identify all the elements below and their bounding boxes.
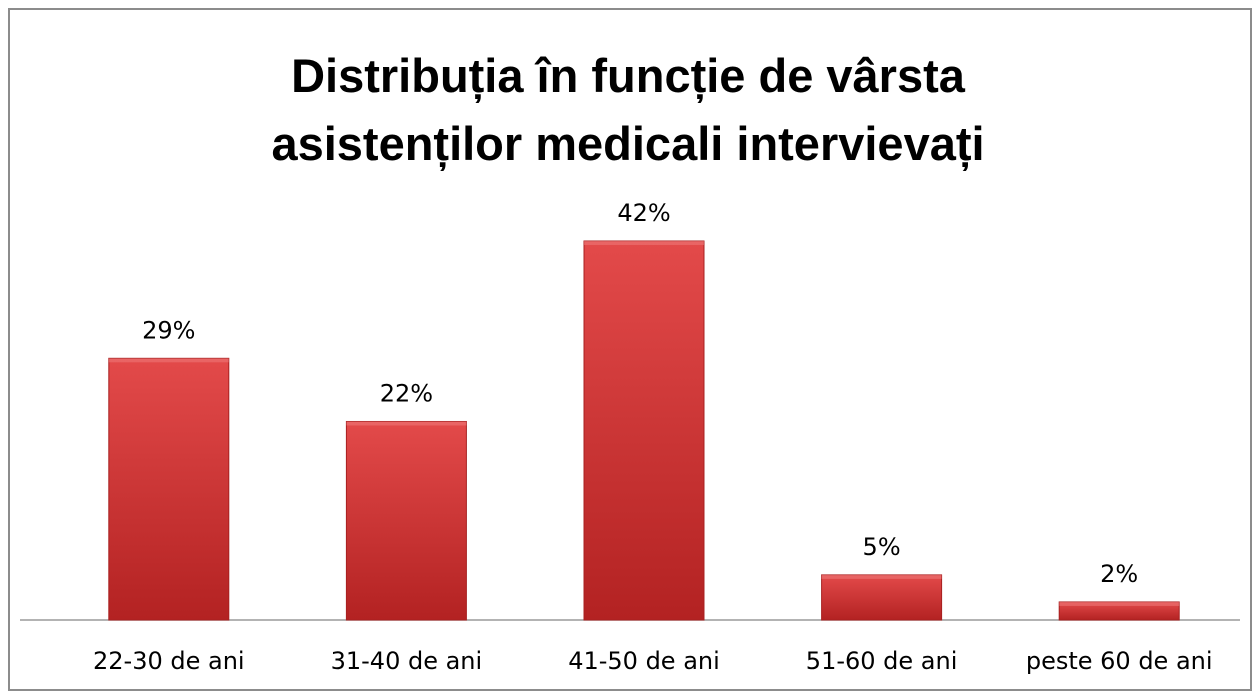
bar-highlight [1059,601,1180,606]
value-label: 5% [863,533,901,561]
bar [821,574,943,621]
bar-highlight [584,241,704,245]
chart-title: Distribuția în funcție de vârsta asisten… [271,49,985,170]
x-tick-label: 22-30 de ani [93,647,245,675]
bar-highlight [346,421,467,426]
bar-highlight [821,574,942,579]
x-tick-label: 31-40 de ani [331,647,483,675]
value-label: 2% [1100,560,1138,588]
bar [108,357,230,621]
x-tick-label: 51-60 de ani [806,647,958,675]
value-label: 42% [617,199,670,227]
bar [583,240,705,621]
value-label: 22% [380,379,433,407]
value-label: 29% [142,316,195,344]
x-tick-label: peste 60 de ani [1026,647,1213,675]
bar [345,420,467,621]
bar-highlight [108,358,229,363]
x-tick-label: 41-50 de ani [568,647,720,675]
